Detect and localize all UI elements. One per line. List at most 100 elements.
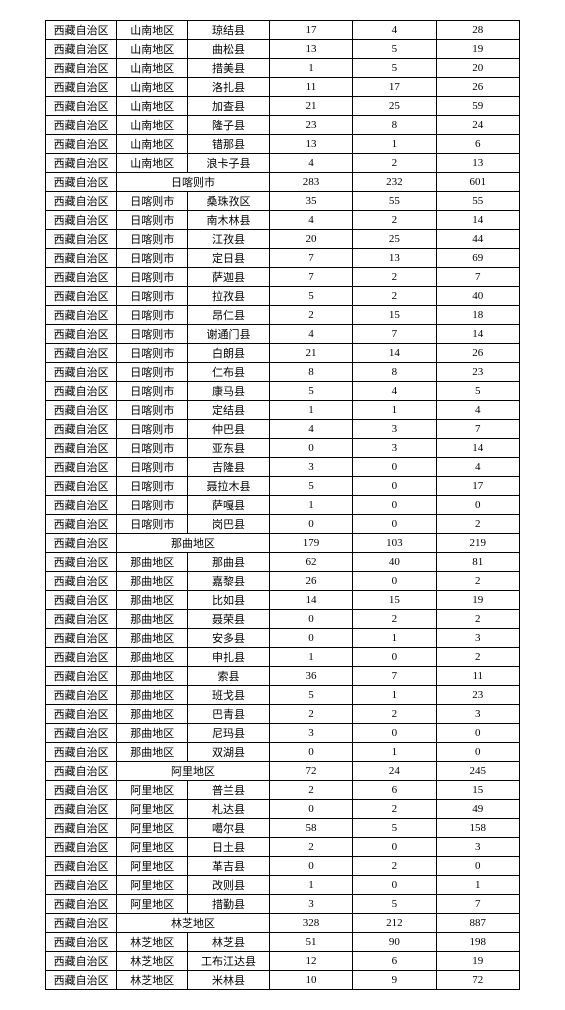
table-row: 西藏自治区阿里地区札达县0249 — [46, 800, 520, 819]
cell-county: 安多县 — [188, 629, 269, 648]
cell-county: 定日县 — [188, 249, 269, 268]
cell-value: 0 — [353, 515, 436, 534]
cell-region: 西藏自治区 — [46, 933, 117, 952]
cell-region: 西藏自治区 — [46, 287, 117, 306]
cell-region: 西藏自治区 — [46, 781, 117, 800]
cell-value: 4 — [269, 325, 352, 344]
cell-value: 2 — [269, 306, 352, 325]
cell-county: 隆子县 — [188, 116, 269, 135]
cell-county: 改则县 — [188, 876, 269, 895]
cell-value: 35 — [269, 192, 352, 211]
cell-value: 5 — [353, 40, 436, 59]
table-row: 西藏自治区山南地区加查县212559 — [46, 97, 520, 116]
cell-prefecture: 林芝地区 — [117, 952, 188, 971]
cell-value: 3 — [269, 724, 352, 743]
cell-value: 72 — [269, 762, 352, 781]
table-row: 西藏自治区林芝地区米林县10972 — [46, 971, 520, 990]
cell-value: 17 — [353, 78, 436, 97]
cell-value: 10 — [269, 971, 352, 990]
cell-value: 3 — [436, 705, 519, 724]
table-row: 西藏自治区日喀则市仁布县8823 — [46, 363, 520, 382]
cell-prefecture: 日喀则市 — [117, 477, 188, 496]
table-row: 西藏自治区阿里地区改则县101 — [46, 876, 520, 895]
cell-county: 萨嘎县 — [188, 496, 269, 515]
cell-value: 40 — [436, 287, 519, 306]
cell-value: 13 — [436, 154, 519, 173]
cell-value: 0 — [269, 743, 352, 762]
cell-prefecture: 日喀则市 — [117, 249, 188, 268]
table-row: 西藏自治区山南地区琼结县17428 — [46, 21, 520, 40]
cell-value: 1 — [269, 59, 352, 78]
cell-value: 26 — [436, 344, 519, 363]
cell-value: 6 — [353, 952, 436, 971]
cell-value: 2 — [436, 648, 519, 667]
cell-value: 19 — [436, 952, 519, 971]
cell-value: 28 — [436, 21, 519, 40]
cell-region: 西藏自治区 — [46, 97, 117, 116]
cell-value: 0 — [353, 876, 436, 895]
cell-value: 24 — [436, 116, 519, 135]
cell-region: 西藏自治区 — [46, 496, 117, 515]
cell-value: 887 — [436, 914, 519, 933]
cell-region: 西藏自治区 — [46, 838, 117, 857]
cell-prefecture: 山南地区 — [117, 97, 188, 116]
cell-value: 0 — [353, 648, 436, 667]
cell-prefecture: 阿里地区 — [117, 800, 188, 819]
cell-prefecture: 那曲地区 — [117, 705, 188, 724]
cell-value: 1 — [269, 648, 352, 667]
table-row: 西藏自治区阿里地区革吉县020 — [46, 857, 520, 876]
cell-value: 23 — [269, 116, 352, 135]
cell-value: 7 — [436, 895, 519, 914]
cell-county: 措美县 — [188, 59, 269, 78]
cell-value: 55 — [353, 192, 436, 211]
cell-value: 245 — [436, 762, 519, 781]
cell-value: 11 — [269, 78, 352, 97]
cell-value: 19 — [436, 591, 519, 610]
cell-region: 西藏自治区 — [46, 249, 117, 268]
cell-value: 0 — [353, 838, 436, 857]
cell-county: 申扎县 — [188, 648, 269, 667]
cell-region: 西藏自治区 — [46, 382, 117, 401]
table-row: 西藏自治区日喀则市聂拉木县5017 — [46, 477, 520, 496]
table-row: 西藏自治区日喀则市定日县71369 — [46, 249, 520, 268]
cell-value: 14 — [436, 325, 519, 344]
cell-value: 601 — [436, 173, 519, 192]
cell-county: 昂仁县 — [188, 306, 269, 325]
table-row: 西藏自治区日喀则市南木林县4214 — [46, 211, 520, 230]
cell-region: 西藏自治区 — [46, 667, 117, 686]
cell-county: 萨迦县 — [188, 268, 269, 287]
cell-prefecture: 那曲地区 — [117, 743, 188, 762]
cell-county: 林芝县 — [188, 933, 269, 952]
table-row: 西藏自治区那曲地区那曲县624081 — [46, 553, 520, 572]
table-row: 西藏自治区日喀则市拉孜县5240 — [46, 287, 520, 306]
cell-region: 西藏自治区 — [46, 914, 117, 933]
cell-value: 20 — [436, 59, 519, 78]
cell-value: 1 — [353, 686, 436, 705]
cell-prefecture: 山南地区 — [117, 116, 188, 135]
cell-value: 0 — [269, 515, 352, 534]
cell-prefecture: 日喀则市 — [117, 458, 188, 477]
cell-prefecture: 山南地区 — [117, 40, 188, 59]
cell-prefecture: 阿里地区 — [117, 781, 188, 800]
table-row: 西藏自治区林芝地区工布江达县12619 — [46, 952, 520, 971]
cell-value: 8 — [353, 116, 436, 135]
table-row: 西藏自治区山南地区曲松县13519 — [46, 40, 520, 59]
cell-prefecture: 阿里地区 — [117, 876, 188, 895]
cell-prefecture: 日喀则市 — [117, 382, 188, 401]
cell-region: 西藏自治区 — [46, 173, 117, 192]
cell-value: 328 — [269, 914, 352, 933]
cell-value: 3 — [353, 439, 436, 458]
cell-value: 5 — [269, 287, 352, 306]
cell-county: 索县 — [188, 667, 269, 686]
cell-prefecture: 阿里地区 — [117, 895, 188, 914]
cell-value: 15 — [353, 591, 436, 610]
cell-county: 革吉县 — [188, 857, 269, 876]
cell-prefecture: 山南地区 — [117, 78, 188, 97]
cell-value: 15 — [436, 781, 519, 800]
cell-region: 西藏自治区 — [46, 610, 117, 629]
cell-value: 7 — [436, 268, 519, 287]
cell-county: 浪卡子县 — [188, 154, 269, 173]
cell-prefecture: 日喀则市 — [117, 439, 188, 458]
cell-region: 西藏自治区 — [46, 439, 117, 458]
cell-value: 2 — [353, 154, 436, 173]
